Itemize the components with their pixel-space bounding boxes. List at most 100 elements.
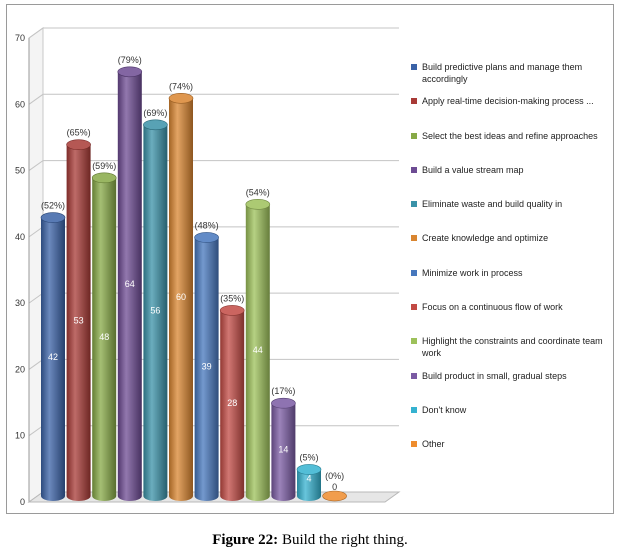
legend-item: Build a value stream map: [411, 164, 617, 198]
legend-label: Don't know: [422, 404, 467, 415]
bar-top: [296, 464, 322, 475]
bar-9: 44 (54%): [245, 187, 271, 501]
y-tick-label: 30: [15, 298, 25, 308]
percent-label: (69%): [143, 108, 167, 118]
data-label: 28: [227, 398, 237, 408]
bar-4: 64 (79%): [117, 55, 143, 502]
bar-1: 42 (52%): [40, 201, 66, 501]
legend-item: Eliminate waste and build quality in: [411, 198, 617, 232]
y-tick-label: 20: [15, 364, 25, 374]
bar-top: [245, 199, 271, 210]
bar-top: [117, 66, 143, 78]
percent-label: (79%): [118, 55, 142, 65]
caption-prefix: Figure 22:: [212, 532, 279, 548]
legend-item: Don't know: [411, 404, 617, 438]
bar-body: [117, 71, 142, 502]
data-label: 56: [150, 305, 160, 315]
legend-label: Apply real-time decision-making process …: [422, 96, 594, 107]
legend-item: Minimize work in process: [411, 267, 617, 301]
bar-body: [41, 217, 65, 501]
bar-top: [91, 172, 117, 184]
chart-frame: 0 10 20 30 40 50 60 70 42 (52%) 53 (65%) 48 (59%) 64(…: [6, 4, 614, 514]
data-label: 53: [74, 315, 84, 325]
legend-item: Select the best ideas and refine approac…: [411, 130, 617, 164]
legend-label: Highlight the constraints and coordinate…: [422, 336, 603, 359]
legend-label: Build product in small, gradual steps: [422, 370, 567, 381]
legend-item: Other: [411, 438, 617, 472]
bar-5: 56 (69%): [143, 108, 168, 502]
data-label: 39: [202, 362, 212, 372]
bar-2: 53 (65%): [66, 128, 91, 502]
percent-label: (5%): [299, 452, 318, 462]
legend-swatch: [411, 98, 417, 105]
percent-label: (17%): [271, 386, 295, 396]
bar-body: [169, 98, 193, 502]
bar-body: [66, 144, 91, 502]
legend-swatch: [411, 235, 417, 242]
percent-label: (59%): [92, 161, 116, 171]
legend-swatch: [411, 304, 417, 311]
y-axis: 0 10 20 30 40 50 60 70: [15, 33, 30, 507]
legend-item: Build product in small, gradual steps: [411, 370, 617, 404]
percent-label: (48%): [195, 220, 219, 230]
data-label: 60: [176, 292, 186, 302]
bar-7: 39 (48%): [194, 220, 219, 502]
bar-body: [220, 310, 245, 502]
legend-swatch: [411, 132, 417, 139]
legend-swatch: [411, 441, 417, 448]
percent-label: (74%): [169, 81, 193, 91]
y-tick-label: 50: [15, 166, 25, 176]
data-label: 4: [306, 473, 311, 483]
bar-body: [92, 177, 117, 502]
bar-top: [322, 490, 347, 502]
bar-11: 4 (5%): [296, 452, 322, 501]
y-tick-label: 70: [15, 33, 25, 43]
bar-10: 14 (17%): [271, 386, 296, 502]
bar-body: [194, 237, 219, 502]
y-tick-label: 60: [15, 99, 25, 109]
bar-body: [245, 204, 270, 501]
percent-label: (0%): [325, 471, 344, 481]
legend-item: Create knowledge and optimize: [411, 232, 617, 266]
legend-label: Eliminate waste and build quality in: [422, 199, 563, 210]
data-label: 42: [48, 352, 58, 362]
bar-body: [297, 469, 321, 501]
legend-swatch: [411, 406, 417, 413]
legend-label: Build predictive plans and manage them a…: [422, 62, 583, 84]
percent-label: (52%): [41, 201, 65, 211]
legend-swatch: [411, 64, 417, 70]
percent-label: (65%): [67, 128, 91, 138]
legend-label: Create knowledge and optimize: [422, 233, 549, 244]
percent-label: (35%): [220, 293, 244, 303]
y-tick-label: 0: [20, 497, 25, 507]
data-label: 14: [278, 445, 288, 455]
legend-label: Other: [422, 439, 445, 450]
gridline: [28, 93, 399, 105]
bar-3: 48 (59%): [91, 161, 117, 502]
bar-body: [271, 403, 296, 502]
bar-top: [219, 305, 245, 316]
caption-text: Build the right thing.: [278, 532, 408, 548]
legend-swatch: [411, 166, 417, 173]
bar-12: 0(0%): [322, 471, 347, 502]
legend-item: Focus on a continuous flow of work: [411, 301, 617, 335]
data-label: 48: [99, 332, 109, 342]
bar-top: [40, 212, 66, 223]
bars-layer: 42 (52%) 53 (65%) 48 (59%) 64 (79%) 56 (69%) 60 (74…: [40, 55, 347, 502]
legend-item: Highlight the constraints and coordinate…: [411, 335, 617, 369]
legend-label: Build a value stream map: [422, 164, 524, 175]
legend-swatch: [411, 269, 417, 276]
y-tick-label: 10: [15, 431, 25, 441]
bar-top: [66, 139, 91, 150]
bar-top: [168, 92, 194, 104]
bar-top: [143, 119, 168, 131]
legend-label: Select the best ideas and refine approac…: [422, 130, 598, 141]
legend-label: Minimize work in process: [422, 267, 523, 278]
data-label: 0: [332, 482, 337, 492]
y-tick-label: 40: [15, 232, 25, 242]
gridline: [28, 27, 399, 39]
legend-swatch: [411, 372, 417, 379]
legend-item: Apply real-time decision-making process …: [411, 95, 617, 129]
legend-swatch: [411, 338, 417, 345]
